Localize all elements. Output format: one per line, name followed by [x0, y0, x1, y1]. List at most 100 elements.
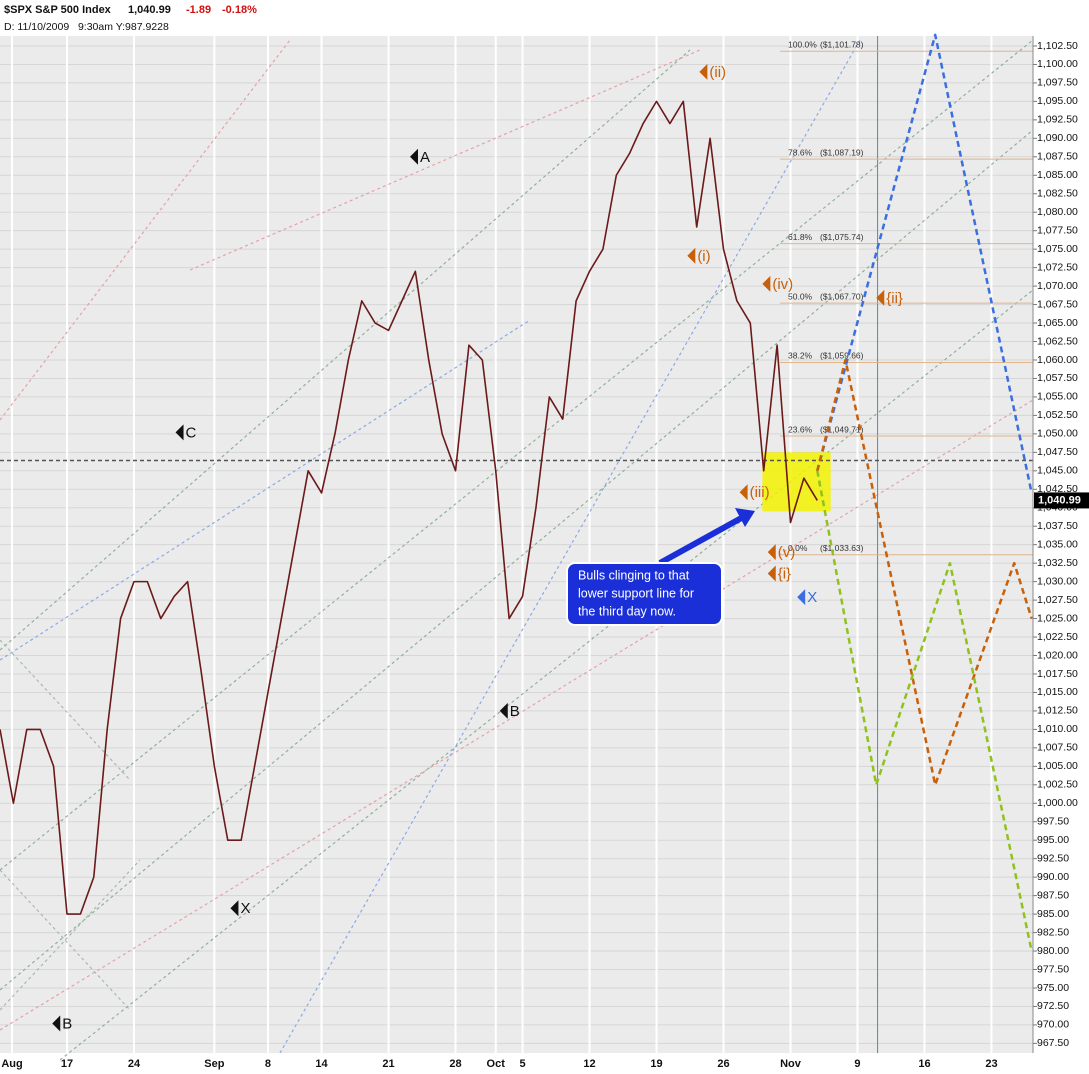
y-tick-label: 1,055.00	[1037, 391, 1078, 403]
y-tick-label: 1,062.50	[1037, 335, 1078, 347]
channel-line	[0, 129, 1034, 991]
wave-marker	[797, 589, 806, 606]
wave-marker	[876, 289, 885, 306]
fib-percent: 23.6%	[788, 424, 813, 434]
callout-box	[566, 562, 723, 626]
x-tick-label: Oct	[487, 1058, 506, 1070]
x-tick-label: 23	[985, 1058, 997, 1070]
x-tick-label: 21	[382, 1058, 394, 1070]
x-tick-label: 26	[717, 1058, 729, 1070]
symbol-title: $SPX S&P 500 Index	[4, 4, 112, 16]
y-tick-label: 1,005.00	[1037, 760, 1078, 772]
projection-line	[816, 358, 1033, 787]
y-tick-label: 1,080.00	[1037, 206, 1078, 218]
callout-arrow-head	[735, 508, 755, 527]
x-tick-label: Sep	[204, 1058, 224, 1070]
y-tick-label: 1,097.50	[1037, 77, 1078, 89]
fib-percent: 38.2%	[788, 351, 813, 361]
y-tick-label: 1,015.00	[1037, 686, 1078, 698]
y-tick-label: 1,035.00	[1037, 538, 1078, 550]
wave-marker	[499, 702, 508, 719]
x-tick-label: Aug	[1, 1058, 22, 1070]
y-tick-label: 975.00	[1037, 982, 1069, 994]
projection-line	[816, 470, 1033, 952]
wave-marker	[175, 424, 184, 441]
wave-label: X	[807, 589, 817, 606]
wave-marker	[767, 544, 776, 561]
y-tick-label: 1,032.50	[1037, 557, 1078, 569]
y-tick-label: 987.50	[1037, 889, 1069, 901]
y-tick-label: 1,072.50	[1037, 261, 1078, 273]
fib-price: ($1,101.78)	[820, 40, 864, 50]
y-tick-label: 1,070.00	[1037, 280, 1078, 292]
wave-marker	[739, 484, 748, 501]
fib-percent: 61.8%	[788, 232, 813, 242]
y-tick-label: 1,045.00	[1037, 465, 1078, 477]
y-tick-label: 1,077.50	[1037, 224, 1078, 236]
wave-marker	[699, 63, 708, 80]
callout-text: Bulls clinging to that	[578, 568, 690, 582]
y-tick-label: 1,037.50	[1037, 520, 1078, 532]
wave-label: {i}	[778, 565, 791, 582]
fib-price: ($1,059.66)	[820, 351, 864, 361]
trend-lines	[0, 39, 1034, 1061]
y-tick-label: 1,042.50	[1037, 483, 1078, 495]
subtitle: D: 11/10/2009 9:30am Y:987.9228	[4, 21, 169, 33]
price-change: -1.89	[186, 4, 211, 16]
callout-text: lower support line for	[578, 586, 694, 600]
channel-line	[0, 859, 141, 1011]
projection-line	[816, 33, 1033, 494]
marks: 100.0% ($1,101.78) 78.6% ($1,087.19) 61.8% ($…	[0, 33, 1033, 1053]
wave-label: (iv)	[772, 276, 793, 293]
y-tick-label: 1,067.50	[1037, 298, 1078, 310]
y-tick-label: 1,050.00	[1037, 428, 1078, 440]
wave-label: (ii)	[709, 64, 726, 81]
y-tick-label: 977.50	[1037, 963, 1069, 975]
y-tick-label: 982.50	[1037, 926, 1069, 938]
fib-price: ($1,049.71)	[820, 424, 864, 434]
x-tick-label: 12	[583, 1058, 595, 1070]
y-tick-label: 970.00	[1037, 1019, 1069, 1031]
wave-label: (i)	[697, 248, 710, 265]
fib-percent: 100.0%	[788, 40, 817, 50]
fib-price: ($1,075.74)	[820, 232, 864, 242]
x-tick-label: 5	[519, 1058, 525, 1070]
y-tick-label: 1,075.00	[1037, 243, 1078, 255]
y-tick-label: 997.50	[1037, 816, 1069, 828]
fib-percent: 78.6%	[788, 147, 813, 157]
channel-line	[59, 289, 1034, 1061]
wave-marker	[409, 148, 418, 165]
channel-line	[0, 39, 1034, 871]
wave-label: {ii}	[886, 290, 903, 307]
grid	[0, 36, 1033, 1053]
wave-label: B	[510, 703, 520, 720]
y-tick-label: 995.00	[1037, 834, 1069, 846]
y-tick-label: 1,102.50	[1037, 40, 1078, 52]
callout: Bulls clinging to that lower support lin…	[566, 508, 755, 626]
channel-line	[0, 399, 1034, 1031]
price-tag-label: 1,040.99	[1038, 494, 1081, 506]
wave-marker	[767, 565, 776, 582]
wave-label: (v)	[778, 544, 796, 561]
wave-marker	[687, 247, 696, 264]
fib-percent: 50.0%	[788, 291, 813, 301]
y-tick-label: 1,057.50	[1037, 372, 1078, 384]
y-tick-label: 1,012.50	[1037, 705, 1078, 717]
y-tick-label: 1,100.00	[1037, 58, 1078, 70]
y-tick-label: 1,082.50	[1037, 188, 1078, 200]
x-tick-label: 14	[315, 1058, 328, 1070]
fib-price: ($1,067.70)	[820, 291, 864, 301]
wave-marker	[762, 275, 771, 292]
channel-line	[0, 869, 131, 1011]
y-tick-label: 1,052.50	[1037, 409, 1078, 421]
wave-label: C	[186, 424, 197, 441]
y-tick-label: 1,000.00	[1037, 797, 1078, 809]
wave-marker	[230, 900, 239, 917]
channel-line	[0, 639, 131, 781]
fib-price: ($1,087.19)	[820, 147, 864, 157]
y-tick-label: 1,090.00	[1037, 132, 1078, 144]
y-tick-label: 1,017.50	[1037, 668, 1078, 680]
y-tick-label: 1,087.50	[1037, 151, 1078, 163]
x-tick-label: 8	[265, 1058, 271, 1070]
